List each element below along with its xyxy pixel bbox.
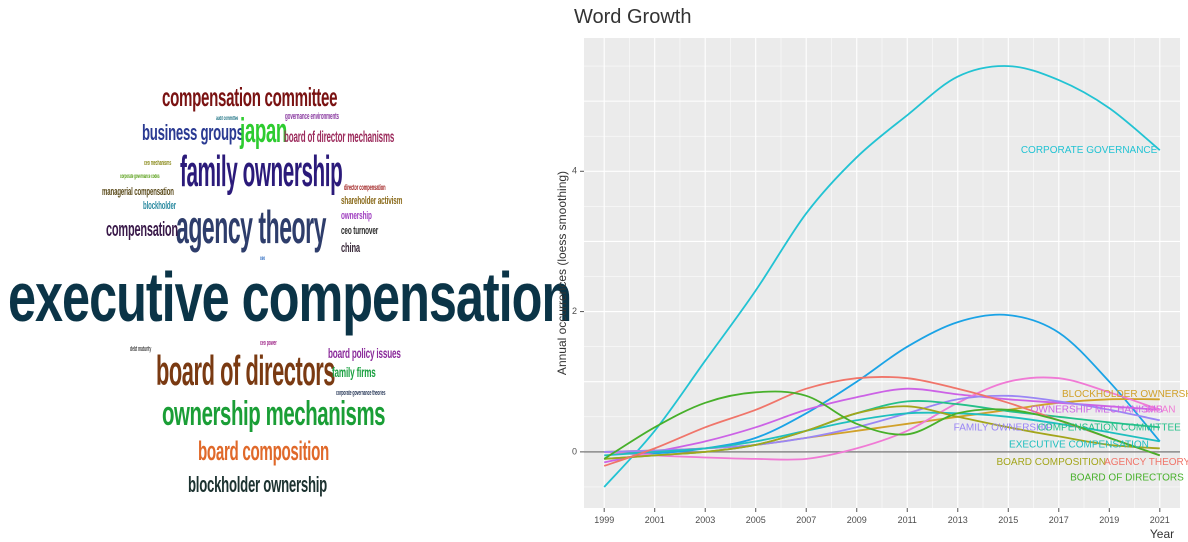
cloud-word: managerial compensation (102, 186, 174, 198)
series-label: CORPORATE GOVERNANCE (1021, 145, 1158, 156)
chart-title: Word Growth (574, 6, 692, 28)
cloud-word: ceo power (260, 340, 277, 347)
cloud-word: corporate governance codes (120, 174, 160, 180)
x-tick-label: 2007 (796, 515, 816, 525)
x-tick-label: 1999 (594, 515, 614, 525)
x-tick-label: 2017 (1049, 515, 1069, 525)
cloud-word: ceo mechanisms (144, 160, 172, 167)
cloud-word: audit committee (216, 116, 239, 122)
cloud-word: blockholder (143, 200, 176, 212)
x-tick-label: 2019 (1099, 515, 1119, 525)
cloud-word: family ownership (180, 147, 343, 196)
grid (584, 38, 1180, 508)
cloud-word: governance environments (285, 111, 339, 121)
series-line (604, 376, 1161, 461)
x-tick-label: 2015 (998, 515, 1018, 525)
cloud-word: shareholder activism (341, 195, 403, 207)
cloud-word: family firms (332, 364, 376, 380)
y-tick-label: 2 (572, 306, 577, 316)
cloud-word: ownership mechanisms (162, 395, 386, 433)
cloud-word: compensation committee (162, 82, 338, 112)
series-label: BOARD OF DIRECTORS (1070, 472, 1184, 483)
series-line (604, 405, 1160, 460)
x-tick-label: 2021 (1150, 515, 1170, 525)
cloud-word: director compensation (344, 183, 386, 192)
y-tick-label: 4 (572, 166, 577, 176)
cloud-word: board policy issues (328, 345, 401, 361)
axes: 1999 2001 2003 2005 2007 2009 2011 2013 2015 2017… (555, 166, 1174, 541)
series-line (603, 65, 1161, 488)
cloud-word: agency theory (176, 201, 326, 253)
x-tick-label: 2013 (948, 515, 968, 525)
cloud-word: ownership (341, 210, 372, 222)
cloud-word: board of director mechanisms (284, 129, 395, 146)
cloud-word: board of directors (156, 347, 336, 394)
series-label: OWNERSHIP MECHANISMS (1031, 404, 1163, 415)
series-label: BOARD COMPOSITION (996, 457, 1105, 468)
series-group (603, 65, 1161, 488)
cloud-word: china (341, 240, 360, 255)
cloud-word: corporate governance theories (336, 390, 386, 397)
series-label: COMPENSATION COMMITTEE (1038, 423, 1181, 434)
word-cloud: executive compensation agency theory famil… (0, 0, 572, 542)
series-line (603, 390, 1161, 460)
x-axis-label: Year (1150, 527, 1174, 541)
x-tick-label: 2001 (645, 515, 665, 525)
series-line (604, 387, 1160, 464)
y-axis-label: Annual occurrences (loess smoothing) (555, 171, 569, 375)
cloud-word: blockholder ownership (188, 472, 327, 497)
cloud-word: board composition (198, 436, 329, 466)
x-tick-label: 2011 (898, 515, 917, 525)
cloud-word: ceo (260, 256, 265, 262)
cloud-word: ceo turnover (341, 225, 379, 237)
x-tick-label: 2003 (695, 515, 715, 525)
series-label: BLOCKHOLDER OWNERSHIP (1062, 389, 1188, 400)
series-label: FAMILY OWNERSHIP (954, 423, 1053, 434)
series-label: JAPAN (1144, 404, 1176, 415)
cloud-word: japan (240, 112, 287, 150)
cloud-word: executive compensation (8, 258, 572, 336)
cloud-word: debt maturity (130, 346, 152, 353)
cloud-word: compensation (106, 219, 178, 241)
series-label: AGENCY THEORY (1104, 457, 1188, 468)
series-line (604, 411, 1160, 457)
cloud-word: business groups (142, 120, 244, 145)
x-tick-label: 2005 (746, 515, 766, 525)
x-tick-label: 2009 (847, 515, 867, 525)
series-label: EXECUTIVE COMPENSATION (1009, 440, 1149, 451)
y-tick-label: 0 (572, 446, 577, 456)
series-labels: CORPORATE GOVERNANCE BLOCKHOLDER OWNERSHI… (954, 145, 1188, 484)
